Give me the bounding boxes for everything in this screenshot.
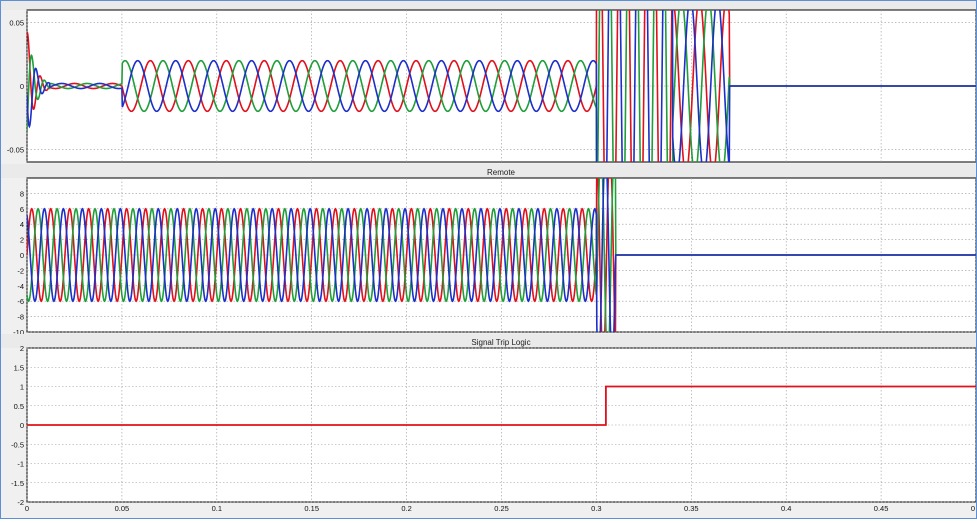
- y-tick-label: 0: [20, 251, 24, 260]
- x-tick-label: 0.4: [781, 504, 791, 513]
- y-tick-label: 1.5: [14, 363, 24, 372]
- panel-title-bar: [1, 164, 976, 178]
- panel-title-bar: [1, 1, 976, 10]
- y-tick-label: 0: [20, 82, 24, 91]
- x-tick-label: 0: [25, 504, 29, 513]
- y-tick-label: 0: [20, 421, 24, 430]
- y-tick-label: -1: [17, 460, 24, 469]
- x-tick-label: 0.2: [401, 504, 411, 513]
- phase-c-line: [27, 10, 976, 162]
- x-tick-label: 0.05: [115, 504, 130, 513]
- y-tick-label: -10: [13, 328, 24, 337]
- y-tick-label: -8: [17, 313, 24, 322]
- panel-title-bar: [1, 334, 976, 348]
- x-tick-label: 0.15: [304, 504, 319, 513]
- y-tick-label: 6: [20, 205, 24, 214]
- y-tick-label: 4: [20, 220, 24, 229]
- panel-title: Signal Trip Logic: [471, 338, 530, 347]
- y-tick-label: -0.05: [7, 145, 24, 154]
- y-tick-label: -2: [17, 498, 24, 507]
- panel-title: Remote: [487, 168, 516, 177]
- y-tick-label: 0.05: [9, 19, 24, 28]
- y-tick-label: 1: [20, 383, 24, 392]
- y-tick-label: -2: [17, 266, 24, 275]
- y-tick-label: 2: [20, 344, 24, 353]
- y-tick-label: -1.5: [11, 479, 24, 488]
- x-tick-label: 0.45: [874, 504, 889, 513]
- phase-c-line: [27, 178, 976, 332]
- x-tick-label: 0.3: [591, 504, 601, 513]
- plot-panel-trip-logic: Signal Trip Logic -2 -1.5 -1 -0.5 0 0.5 1 1.5 2 0 0…: [1, 334, 977, 513]
- x-tick-label: 0.35: [684, 504, 699, 513]
- y-tick-label: -6: [17, 297, 24, 306]
- y-tick-label: -4: [17, 282, 24, 291]
- y-tick-label: 2: [20, 236, 24, 245]
- y-tick-label: 0.5: [14, 402, 24, 411]
- x-tick-label: 0: [971, 504, 975, 513]
- plot-panel-remote: Remote -10 -8 -6 -4 -2 0 2 4 6 8: [1, 164, 977, 337]
- trip-signal-line: [27, 385, 976, 426]
- x-tick-label: 0.25: [494, 504, 509, 513]
- y-tick-label: 8: [20, 189, 24, 198]
- y-tick-label: -0.5: [11, 440, 24, 449]
- x-tick-label: 0.1: [212, 504, 222, 513]
- plot-panel-top: -0.05 0 0.05: [1, 1, 977, 163]
